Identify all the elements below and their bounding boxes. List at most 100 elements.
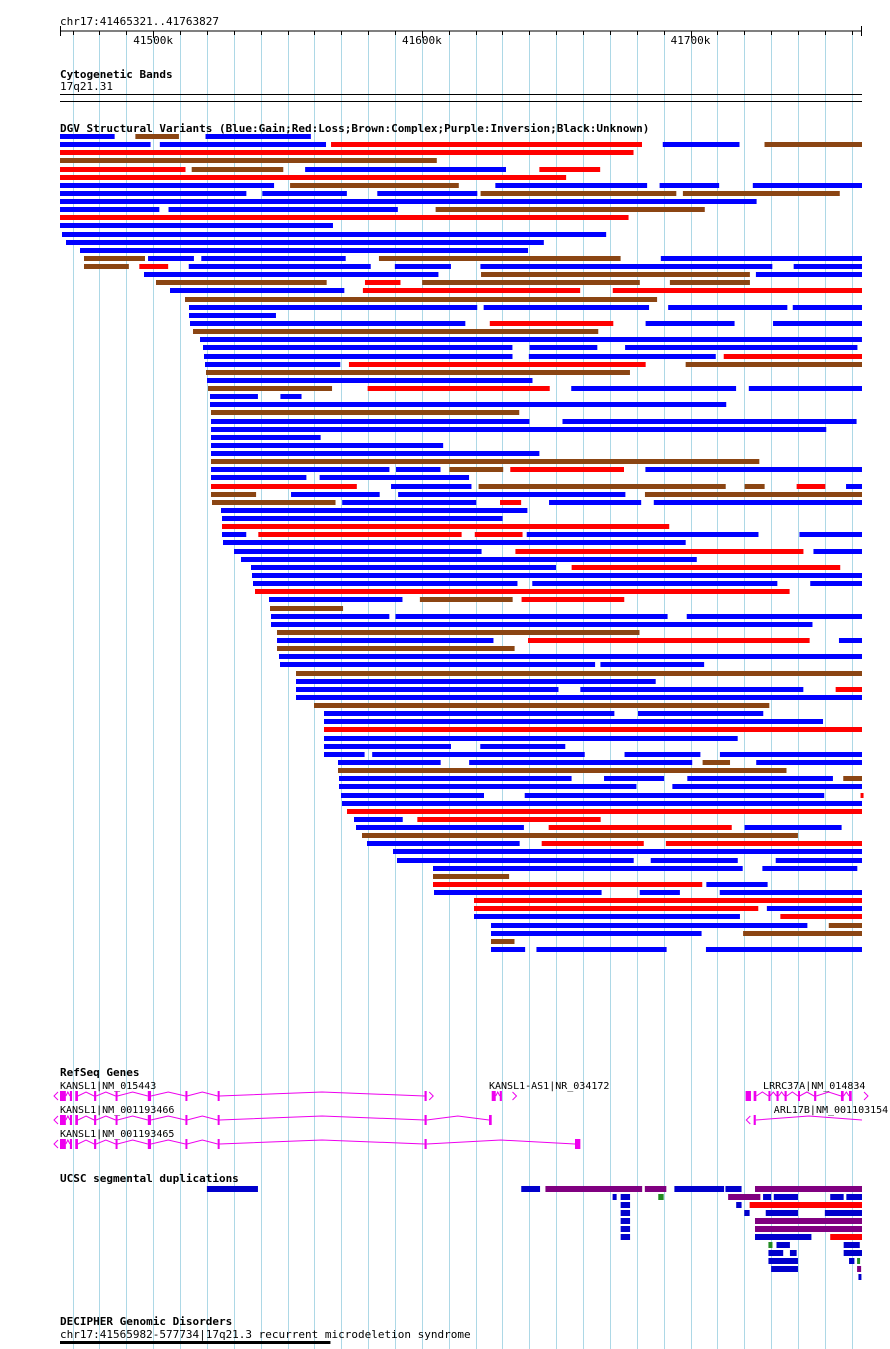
dgv-variant[interactable] [211, 443, 444, 448]
refseq-gene[interactable]: ARL17B|NM_001103154 [745, 1105, 888, 1125]
dgv-variant[interactable] [222, 524, 670, 529]
dgv-variant[interactable] [743, 931, 862, 936]
dgv-variant[interactable] [222, 532, 247, 537]
segdup-feature[interactable] [620, 1234, 631, 1240]
dgv-variant[interactable] [342, 801, 862, 806]
segdup-feature[interactable] [824, 1210, 862, 1216]
dgv-variant[interactable] [521, 597, 625, 602]
dgv-variant[interactable] [687, 776, 833, 781]
dgv-variant[interactable] [480, 744, 566, 749]
dgv-variant[interactable] [279, 654, 862, 659]
segdup-feature[interactable] [206, 1186, 258, 1192]
dgv-variant[interactable] [234, 549, 482, 554]
dgv-variant[interactable] [500, 500, 522, 505]
dgv-variant[interactable] [211, 419, 530, 424]
dgv-variant[interactable] [60, 223, 333, 228]
segdup-feature[interactable] [620, 1202, 631, 1208]
dgv-variant[interactable] [433, 882, 703, 887]
dgv-variant[interactable] [491, 947, 526, 952]
dgv-variant[interactable] [205, 134, 311, 139]
segdup-feature[interactable] [843, 1250, 862, 1256]
dgv-variant[interactable] [291, 492, 380, 497]
dgv-variant[interactable] [324, 744, 451, 749]
dgv-variant[interactable] [241, 557, 697, 562]
decipher-feature[interactable] [60, 1341, 331, 1344]
dgv-variant[interactable] [339, 776, 572, 781]
segdup-feature[interactable] [849, 1258, 855, 1264]
dgv-variant[interactable] [258, 532, 462, 537]
dgv-variant[interactable] [541, 841, 644, 846]
dgv-variant[interactable] [262, 191, 347, 196]
dgv-variant[interactable] [719, 752, 862, 757]
dgv-variant[interactable] [211, 467, 390, 472]
refseq-gene[interactable]: KANSL1-AS1|NR_034172 [489, 1081, 609, 1101]
segdup-feature[interactable] [674, 1186, 725, 1192]
dgv-variant[interactable] [793, 264, 862, 269]
dgv-variant[interactable] [170, 288, 345, 293]
refseq-gene[interactable]: KANSL1|NM_001193465 [53, 1129, 581, 1149]
refseq-gene[interactable]: KANSL1|NM_001193466 [53, 1105, 492, 1125]
segdup-feature[interactable] [736, 1202, 742, 1208]
dgv-variant[interactable] [662, 142, 740, 147]
dgv-variant[interactable] [60, 158, 437, 163]
dgv-variant[interactable] [491, 931, 702, 936]
dgv-variant[interactable] [483, 305, 650, 310]
segdup-feature[interactable] [771, 1266, 798, 1272]
dgv-variant[interactable] [548, 825, 732, 830]
dgv-variant[interactable] [201, 256, 346, 261]
dgv-variant[interactable] [612, 288, 862, 293]
dgv-variant[interactable] [669, 280, 750, 285]
dgv-variant[interactable] [221, 508, 528, 513]
dgv-variant[interactable] [549, 500, 642, 505]
dgv-variant[interactable] [66, 240, 544, 245]
dgv-variant[interactable] [159, 142, 327, 147]
dgv-variant[interactable] [207, 378, 533, 383]
dgv-variant[interactable] [706, 882, 768, 887]
dgv-variant[interactable] [271, 622, 813, 627]
dgv-variant[interactable] [212, 500, 336, 505]
dgv-variant[interactable] [296, 671, 862, 676]
dgv-variant[interactable] [223, 540, 686, 545]
dgv-variant[interactable] [843, 776, 862, 781]
dgv-variant[interactable] [296, 695, 862, 700]
dgv-variant[interactable] [319, 475, 470, 480]
dgv-variant[interactable] [773, 321, 862, 326]
dgv-variant[interactable] [660, 256, 862, 261]
dgv-variant[interactable] [744, 484, 765, 489]
dgv-variant[interactable] [364, 280, 401, 285]
dgv-variant[interactable] [792, 305, 862, 310]
dgv-variant[interactable] [435, 207, 705, 212]
dgv-variant[interactable] [580, 687, 804, 692]
dgv-variant[interactable] [659, 183, 720, 188]
dgv-variant[interactable] [252, 573, 862, 578]
dgv-variant[interactable] [331, 142, 642, 147]
dgv-variant[interactable] [393, 849, 862, 854]
dgv-variant[interactable] [744, 825, 842, 830]
dgv-variant[interactable] [84, 256, 145, 261]
dgv-variant[interactable] [211, 435, 321, 440]
dgv-variant[interactable] [755, 272, 862, 277]
dgv-variant[interactable] [211, 410, 520, 415]
segdup-track-title[interactable]: UCSC segmental duplications [60, 1172, 239, 1185]
dgv-variant[interactable] [752, 183, 862, 188]
dgv-variant[interactable] [813, 549, 862, 554]
dgv-variant[interactable] [532, 581, 778, 586]
dgv-variant[interactable] [362, 288, 581, 293]
segdup-feature[interactable] [620, 1210, 631, 1216]
dgv-variant[interactable] [290, 183, 459, 188]
dgv-variant[interactable] [269, 597, 403, 602]
dgv-variant[interactable] [211, 492, 257, 497]
dgv-variant[interactable] [775, 858, 862, 863]
dgv-variant[interactable] [367, 841, 520, 846]
dgv-variant[interactable] [433, 866, 743, 871]
dgv-variant[interactable] [277, 638, 494, 643]
dgv-variant[interactable] [277, 646, 515, 651]
dgv-variant[interactable] [395, 614, 668, 619]
dgv-variant[interactable] [539, 167, 601, 172]
dgv-variant[interactable] [668, 305, 788, 310]
refseq-gene[interactable]: LRRC37A|NM_014834 [745, 1081, 869, 1101]
dgv-variant[interactable] [846, 484, 862, 489]
dgv-variant[interactable] [200, 337, 862, 342]
dgv-variant[interactable] [60, 207, 160, 212]
dgv-variant[interactable] [515, 549, 804, 554]
